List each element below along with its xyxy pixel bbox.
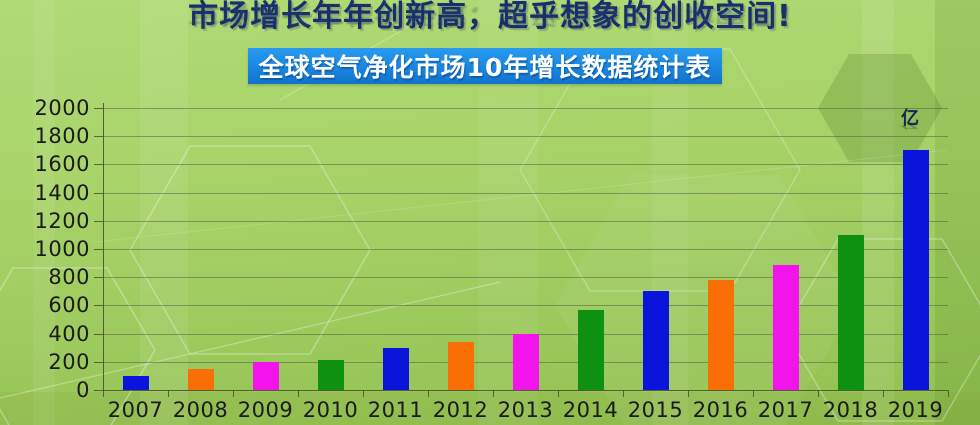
bar: [512, 333, 539, 390]
y-tick: [94, 390, 103, 391]
x-tick: [298, 390, 299, 397]
y-tick: [94, 305, 103, 307]
gridline: [103, 192, 948, 194]
bg-dark-band: [935, 0, 980, 425]
x-tick: [493, 390, 494, 397]
y-tick: [94, 136, 103, 138]
bar: [317, 360, 344, 390]
y-tick: [94, 333, 103, 335]
bar: [902, 150, 929, 390]
page-title: 市场增长年年创新高，超乎想象的创收空间!: [188, 0, 792, 34]
x-axis-label: 2012: [432, 398, 489, 422]
y-axis-label: 1800: [34, 124, 90, 149]
y-axis-label: 400: [48, 321, 90, 346]
x-tick: [688, 390, 689, 397]
x-axis-label: 2010: [302, 398, 359, 422]
bar: [642, 291, 669, 390]
bar: [837, 234, 864, 390]
bar: [382, 347, 409, 390]
x-tick: [948, 390, 949, 397]
x-tick: [623, 390, 624, 397]
y-axis-label: 1000: [34, 237, 90, 261]
bg-hexagon-outline: [0, 267, 156, 425]
x-tick: [103, 390, 104, 397]
x-axis-label: 2013: [497, 398, 554, 422]
y-tick: [94, 249, 103, 250]
x-axis-label: 2008: [172, 398, 229, 422]
bar: [122, 375, 149, 390]
x-axis-label: 2015: [627, 398, 684, 422]
bg-stripe: [140, 0, 188, 425]
x-axis-line: [103, 390, 948, 391]
x-tick: [428, 390, 429, 397]
x-axis-label: 2016: [692, 398, 749, 422]
bg-footer-band: [0, 392, 980, 425]
x-axis-label: 2017: [757, 398, 814, 422]
bar: [707, 280, 734, 390]
y-axis-line: [103, 103, 104, 390]
x-axis-label: 2014: [562, 398, 619, 422]
x-tick: [883, 390, 884, 397]
bg-diagonal-line: [0, 281, 501, 399]
y-tick: [94, 192, 103, 194]
gridline: [103, 277, 948, 279]
x-axis-label: 2011: [367, 398, 424, 422]
y-tick: [94, 277, 103, 279]
bar: [187, 368, 214, 390]
bg-hexagon-outline: [129, 145, 371, 355]
unit-label: 亿: [901, 108, 919, 129]
gridline: [103, 136, 948, 138]
y-tick: [94, 220, 103, 222]
x-tick: [168, 390, 169, 397]
y-axis-label: 2000: [34, 96, 90, 120]
y-axis-label: 1600: [34, 152, 90, 177]
unit-label-reflection: 亿: [901, 121, 919, 130]
bar: [447, 342, 474, 390]
gridline: [103, 220, 948, 222]
y-tick: [94, 108, 103, 109]
y-tick: [94, 164, 103, 166]
gridline: [103, 108, 948, 109]
y-axis-label: 600: [48, 293, 90, 318]
bg-stripe: [33, 0, 55, 425]
x-tick: [753, 390, 754, 397]
x-tick: [818, 390, 819, 397]
gridline: [103, 164, 948, 166]
bar: [577, 309, 604, 390]
y-tick: [94, 361, 103, 363]
y-axis-label: 200: [48, 349, 90, 374]
x-axis-label: 2019: [887, 398, 944, 422]
x-tick: [233, 390, 234, 397]
y-axis-label: 1200: [34, 208, 90, 233]
bar: [772, 264, 799, 390]
y-axis-label: 1400: [34, 180, 90, 205]
page-title-block: 市场增长年年创新高，超乎想象的创收空间! 市场增长年年创新高，超乎想象的创收空间…: [0, 0, 980, 54]
x-tick: [363, 390, 364, 397]
chart-title-banner: 全球空气净化市场10年增长数据统计表: [248, 48, 722, 84]
bar: [252, 361, 279, 390]
x-axis-label: 2009: [237, 398, 294, 422]
chart-title: 全球空气净化市场10年增长数据统计表: [258, 53, 712, 82]
gridline: [103, 305, 948, 307]
y-axis-label: 0: [76, 378, 90, 402]
x-axis-label: 2018: [822, 398, 879, 422]
bg-stripe: [862, 0, 894, 425]
x-tick: [558, 390, 559, 397]
x-axis-label: 2007: [107, 398, 164, 422]
gridline: [103, 249, 948, 250]
y-axis-label: 800: [48, 265, 90, 290]
